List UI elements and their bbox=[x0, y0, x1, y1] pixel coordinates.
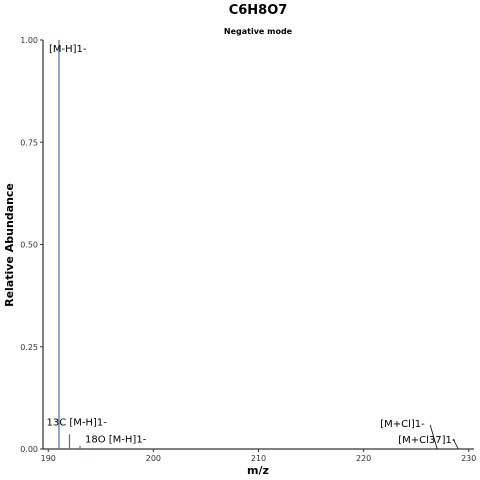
label-leader bbox=[452, 438, 459, 450]
y-axis-title: Relative Abundance bbox=[3, 183, 16, 307]
x-axis-title: m/z bbox=[247, 464, 269, 477]
peak-labels: [M-H]1- 13C [M-H]1- 18O [M-H]1- [M+Cl]1- [M+… bbox=[46, 44, 459, 450]
peak-label: [M+Cl37]1- bbox=[398, 435, 456, 446]
label-leader bbox=[429, 424, 438, 450]
y-tick-label: 0.25 bbox=[20, 343, 38, 352]
y-tick-label: 0.75 bbox=[20, 138, 38, 147]
x-tick-label: 220 bbox=[356, 454, 371, 463]
y-tick-label: 1.00 bbox=[20, 36, 38, 45]
chart-title: C6H8O7 bbox=[229, 3, 288, 18]
x-tick-label: 190 bbox=[41, 454, 56, 463]
peak-label: 13C [M-H]1- bbox=[46, 417, 107, 428]
y-tick-label: 0.00 bbox=[20, 445, 38, 454]
y-tick-label: 0.50 bbox=[20, 241, 38, 250]
x-tick-label: 230 bbox=[461, 454, 476, 463]
peak-label: 18O [M-H]1- bbox=[85, 435, 147, 446]
axes: 0.00 0.25 0.50 0.75 1.00 190 200 210 220 230 bbox=[20, 36, 476, 463]
peak-label: [M-H]1- bbox=[49, 44, 87, 55]
x-tick-label: 210 bbox=[251, 454, 266, 463]
peaks bbox=[58, 40, 81, 449]
peak-label: [M+Cl]1- bbox=[380, 419, 425, 430]
x-tick-label: 200 bbox=[146, 454, 161, 463]
chart-subtitle: Negative mode bbox=[224, 27, 293, 36]
